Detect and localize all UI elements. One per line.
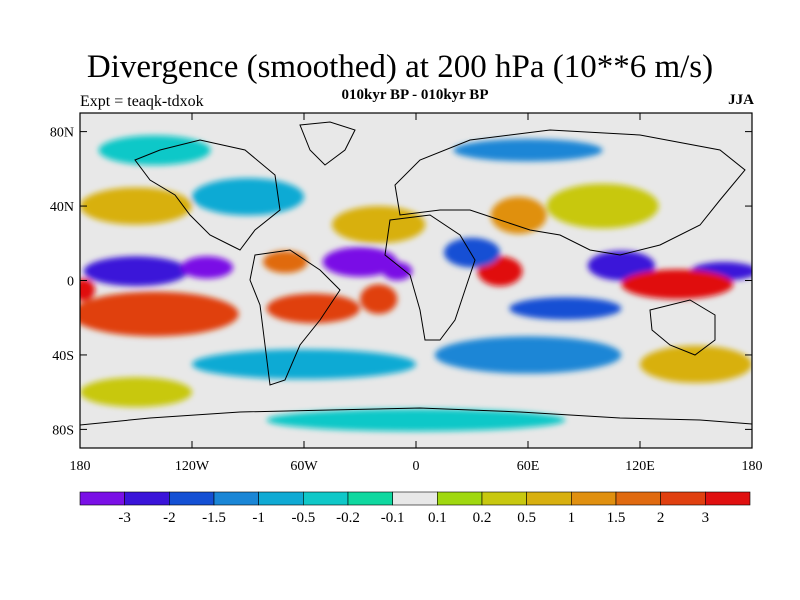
colorbar-label-8: 0.2 — [473, 510, 492, 526]
colorbar-box-10 — [526, 491, 572, 506]
lat-tick-label-2: 0 — [67, 275, 74, 290]
lon-tick-label-4: 60E — [517, 459, 540, 474]
field-region-12 — [332, 206, 426, 244]
field-region-14 — [546, 183, 659, 229]
field-region-15 — [192, 178, 304, 216]
field-region-16 — [80, 187, 192, 225]
coast-north-america — [134, 139, 281, 251]
colorbar-box-11 — [571, 491, 617, 506]
field-region-25 — [509, 297, 622, 320]
experiment-label: Expt = teaqk-tdxok — [80, 93, 204, 110]
colorbar-label-11: 1.5 — [607, 510, 626, 526]
colorbar-label-1: -2 — [163, 510, 176, 526]
coastlines — [80, 121, 752, 426]
field-region-1 — [180, 256, 234, 279]
colorbar-label-9: 0.5 — [517, 510, 536, 526]
field-region-24 — [444, 237, 500, 268]
field-region-11 — [80, 278, 95, 301]
season-label: JJA — [728, 92, 754, 108]
coast-south-america — [249, 249, 341, 386]
coast-africa — [384, 214, 476, 341]
lon-tick-label-5: 120E — [625, 459, 655, 474]
colorbar-label-7: 0.1 — [428, 510, 447, 526]
lat-tick-label-3: 40S — [52, 349, 74, 364]
field-region-23 — [453, 139, 603, 162]
field-region-2 — [322, 247, 398, 277]
field-region-18 — [434, 336, 622, 374]
colorbar-box-2 — [169, 491, 215, 506]
colorbar-box-6 — [347, 491, 393, 506]
field-region-3 — [382, 261, 413, 281]
colorbar-label-2: -1.5 — [202, 510, 226, 526]
divergence-field — [80, 135, 752, 432]
lat-tick-label-4: 80S — [52, 423, 74, 438]
colorbar-label-0: -3 — [118, 510, 131, 526]
field-region-7 — [266, 293, 361, 324]
colorbar-box-0 — [79, 491, 125, 506]
colorbar-box-12 — [615, 491, 661, 506]
colorbar-box-3 — [213, 491, 259, 506]
field-region-17 — [192, 349, 416, 380]
coast-greenland — [299, 121, 356, 166]
colorbar-label-4: -0.5 — [291, 510, 315, 526]
lon-tick-label-6: 180 — [742, 459, 763, 474]
plot-subtitle: 010kyr BP - 010kyr BP — [341, 87, 489, 103]
field-region-10 — [621, 269, 734, 300]
field-region-26 — [262, 250, 308, 274]
map-axes: 80N 40N 0 40S 80S 180 120W 60W 0 60E 120E 180 — [50, 113, 763, 474]
field-region-21 — [266, 408, 566, 432]
colorbar-box-7 — [392, 491, 438, 506]
field-region-13 — [490, 196, 547, 234]
lat-tick-label-0: 80N — [50, 126, 74, 141]
colorbar-label-13: 3 — [702, 510, 710, 526]
coast-australia — [649, 299, 716, 356]
colorbar-box-4 — [258, 491, 304, 506]
colorbar-label-3: -1 — [252, 510, 265, 526]
field-region-8 — [360, 284, 398, 314]
colorbar-box-9 — [481, 491, 527, 506]
field-region-0 — [83, 256, 189, 287]
lat-tick-label-1: 40N — [50, 200, 74, 215]
colorbar-label-10: 1 — [568, 510, 576, 526]
colorbar-label-12: 2 — [657, 510, 665, 526]
lon-tick-label-2: 60W — [290, 459, 318, 474]
field-region-4 — [587, 250, 655, 281]
colorbar-box-1 — [124, 491, 170, 506]
plot-title: Divergence (smoothed) at 200 hPa (10**6 … — [86, 49, 714, 85]
coast-eurasia — [394, 129, 746, 256]
colorbar: -3 -2 -1.5 -1 -0.5 -0.2 -0.1 0.1 0.2 0.5 1 1.5 2 3 — [79, 491, 751, 526]
lon-tick-label-3: 0 — [413, 459, 420, 474]
field-region-19 — [640, 345, 752, 383]
coast-antarctica — [80, 407, 752, 426]
field-region-22 — [98, 135, 211, 166]
lon-tick-label-0: 180 — [70, 459, 91, 474]
colorbar-box-13 — [660, 491, 706, 506]
field-region-20 — [80, 377, 192, 408]
colorbar-label-5: -0.2 — [336, 510, 360, 526]
colorbar-box-14 — [705, 491, 751, 506]
colorbar-box-8 — [437, 491, 483, 506]
field-region-6 — [80, 291, 239, 337]
lon-tick-label-1: 120W — [175, 459, 210, 474]
colorbar-box-5 — [303, 491, 349, 506]
colorbar-label-6: -0.1 — [381, 510, 405, 526]
